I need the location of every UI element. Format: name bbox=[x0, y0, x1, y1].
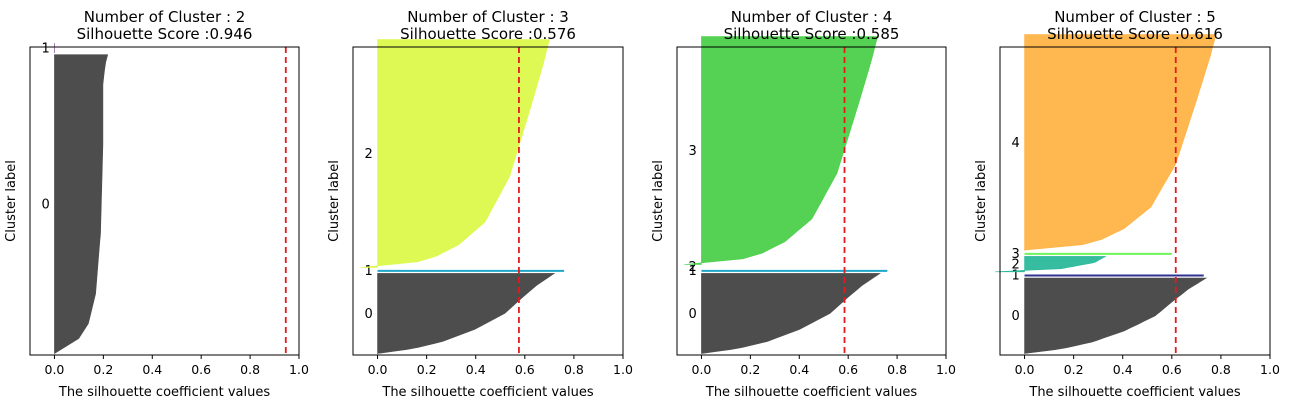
y-axis-label: Cluster label bbox=[974, 160, 989, 242]
x-tick-label: 0.8 bbox=[240, 362, 260, 377]
x-tick-label: 0.8 bbox=[564, 362, 584, 377]
plot-frame bbox=[999, 46, 1271, 356]
cluster-label-2: 2 bbox=[365, 147, 373, 162]
x-axis-label: The silhouette coefficient values bbox=[705, 385, 917, 400]
x-tick-label: 0.6 bbox=[838, 362, 858, 377]
x-tick-label: 0.8 bbox=[1211, 362, 1231, 377]
cluster-label-2: 2 bbox=[1012, 258, 1020, 273]
cluster-label-1: 1 bbox=[1012, 269, 1020, 284]
x-tick-label: 1.0 bbox=[289, 362, 309, 377]
chart-panel-4: 0 123 4 0.0 0.2 0.4 0.6 0.8 1.0 Number of Cluster… bbox=[974, 8, 1280, 400]
cluster-label-1: 1 bbox=[365, 264, 373, 279]
chart-panel-3: 0 12 3 0.0 0.2 0.4 0.6 0.8 1.0 Number of Cluster … bbox=[651, 8, 956, 400]
x-tick-label: 0.2 bbox=[1064, 362, 1084, 377]
chart-subtitle: Silhouette Score :0.616 bbox=[1047, 25, 1223, 43]
cluster-0-silhouette bbox=[376, 273, 556, 354]
y-axis-label: Cluster label bbox=[651, 160, 666, 242]
cluster-3-silhouette bbox=[684, 36, 878, 265]
cluster-label-0: 0 bbox=[688, 307, 696, 322]
chart-title: Number of Cluster : 3 bbox=[407, 8, 569, 26]
cluster-label-0: 0 bbox=[41, 198, 49, 213]
cluster-2-silhouette bbox=[995, 256, 1107, 273]
cluster-label-3: 3 bbox=[688, 144, 696, 159]
x-tick-label: 0.2 bbox=[417, 362, 437, 377]
x-tick-label: 0.6 bbox=[191, 362, 211, 377]
chart-title: Number of Cluster : 5 bbox=[1054, 8, 1216, 26]
x-tick-label: 0.6 bbox=[515, 362, 535, 377]
cluster-0-silhouette bbox=[701, 273, 881, 354]
x-tick-label: 0.2 bbox=[93, 362, 113, 377]
cluster-2-silhouette bbox=[360, 39, 550, 268]
x-axis-label: The silhouette coefficient values bbox=[58, 385, 270, 400]
chart-title: Number of Cluster : 2 bbox=[84, 8, 246, 26]
y-axis-label: Cluster label bbox=[4, 160, 19, 242]
x-tick-label: 0.6 bbox=[1162, 362, 1182, 377]
x-tick-label: 1.0 bbox=[613, 362, 633, 377]
x-tick-label: 0.0 bbox=[368, 362, 388, 377]
x-tick-label: 0.4 bbox=[142, 362, 162, 377]
x-tick-label: 1.0 bbox=[1260, 362, 1280, 377]
cluster-4-silhouette bbox=[1023, 34, 1217, 251]
x-tick-label: 1.0 bbox=[936, 362, 956, 377]
x-tick-label: 0.0 bbox=[1015, 362, 1035, 377]
chart-panel-1: 0 1 0.0 0.2 0.4 0.6 0.8 1.0 Number of Cluster : … bbox=[4, 8, 309, 400]
plot-frame bbox=[352, 46, 624, 356]
cluster-label-4: 4 bbox=[1012, 136, 1020, 151]
chart-subtitle: Silhouette Score :0.946 bbox=[77, 25, 253, 43]
cluster-label-1: 1 bbox=[688, 264, 696, 279]
x-axis-label: The silhouette coefficient values bbox=[1028, 385, 1240, 400]
x-tick-label: 0.0 bbox=[45, 362, 65, 377]
x-tick-label: 0.8 bbox=[887, 362, 907, 377]
cluster-0-silhouette bbox=[54, 54, 109, 354]
chart-panel-2: 0 1 2 0.0 0.2 0.4 0.6 0.8 1.0 Number of Cluster :… bbox=[327, 8, 633, 400]
x-tick-label: 0.2 bbox=[740, 362, 760, 377]
y-axis-label: Cluster label bbox=[327, 160, 342, 242]
cluster-label-1: 1 bbox=[41, 42, 49, 57]
x-tick-label: 0.4 bbox=[466, 362, 486, 377]
x-tick-label: 0.0 bbox=[692, 362, 712, 377]
x-axis-label: The silhouette coefficient values bbox=[381, 385, 593, 400]
chart-subtitle: Silhouette Score :0.576 bbox=[400, 25, 576, 43]
cluster-label-2: 2 bbox=[688, 260, 696, 275]
x-tick-label: 0.4 bbox=[1113, 362, 1133, 377]
cluster-label-3: 3 bbox=[1012, 247, 1020, 262]
plot-frame bbox=[676, 46, 947, 356]
cluster-label-0: 0 bbox=[1012, 309, 1020, 324]
chart-title: Number of Cluster : 4 bbox=[731, 8, 893, 26]
cluster-label-0: 0 bbox=[365, 307, 373, 322]
plot-frame bbox=[29, 46, 300, 356]
cluster-0-silhouette bbox=[1023, 277, 1208, 354]
chart-subtitle: Silhouette Score :0.585 bbox=[724, 25, 900, 43]
x-tick-label: 0.4 bbox=[789, 362, 809, 377]
